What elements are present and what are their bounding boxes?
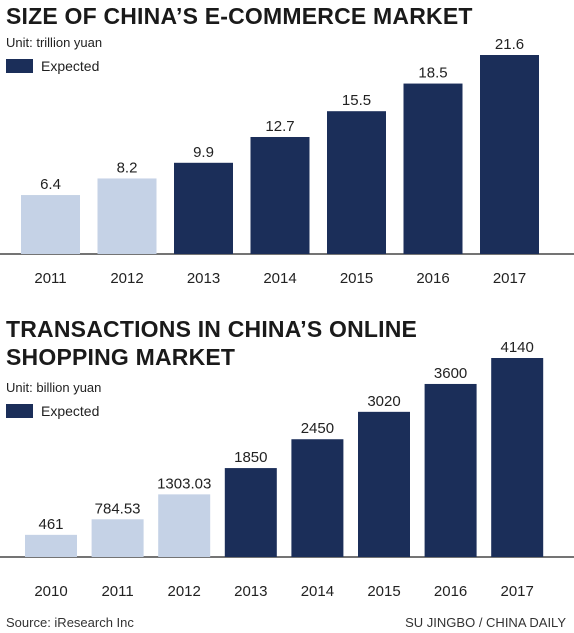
- chart2-x-tick-2016: 2016: [434, 583, 467, 600]
- chart2-x-tick-2011: 2011: [101, 583, 133, 600]
- chart1-bar-2013: [174, 162, 233, 254]
- chart1-x-tick-2016: 2016: [416, 270, 449, 287]
- chart1-bar-2016: [403, 83, 463, 255]
- chart2-title-line-1: TRANSACTIONS IN CHINA’S ONLINE: [6, 316, 418, 342]
- chart1-title: SIZE OF CHINA’S E-COMMERCE MARKET: [6, 3, 473, 29]
- chart2-value-label-2014: 2450: [301, 420, 334, 437]
- chart1-plot: 6.4 2011 8.2 2012 9.9 2013 12.7 2014 15.5 2015 18.…: [0, 36, 574, 287]
- chart1-bar-2014: [250, 136, 310, 254]
- chart1-value-label-2011: 6.4: [40, 176, 61, 193]
- chart1-x-tick-2017: 2017: [493, 270, 526, 287]
- chart2-legend: Expected: [6, 403, 99, 419]
- chart2-value-label-2012: 1303.03: [157, 475, 211, 492]
- chart1-value-label-2015: 15.5: [342, 92, 371, 109]
- chart1-x-tick-2014: 2014: [263, 270, 296, 287]
- chart2-value-label-2015: 3020: [367, 393, 400, 410]
- chart2-bar-2014: [291, 439, 344, 557]
- chart1-value-label-2016: 18.5: [418, 65, 447, 82]
- chart2-value-label-2013: 1850: [234, 449, 267, 466]
- chart2-bar-2012: [158, 494, 211, 557]
- chart2-bar-2010: [25, 534, 77, 557]
- credit-note: SU JINGBO / CHINA DAILY: [405, 615, 566, 630]
- chart2-bar-2016: [424, 383, 477, 557]
- chart2-bar-2011: [91, 519, 144, 557]
- chart2-value-label-2016: 3600: [434, 365, 467, 382]
- chart1-legend: Expected: [6, 58, 99, 74]
- chart1-bar-2011: [21, 195, 80, 254]
- chart2-title-line-2: SHOPPING MARKET: [6, 344, 236, 370]
- chart1-value-label-2017: 21.6: [495, 36, 524, 53]
- legend-expected-swatch: [6, 404, 33, 418]
- chart1-bar-2012: [97, 178, 157, 254]
- chart2-x-tick-2014: 2014: [301, 583, 334, 600]
- legend-expected-label: Expected: [41, 58, 100, 74]
- chart2-x-tick-2017: 2017: [501, 583, 534, 600]
- chart1-bar-2017: [480, 55, 539, 254]
- chart2-x-tick-2015: 2015: [367, 583, 400, 600]
- chart1-x-tick-2015: 2015: [340, 270, 373, 287]
- chart2-x-tick-2012: 2012: [168, 583, 201, 600]
- chart1-x-tick-2013: 2013: [187, 270, 220, 287]
- chart1-x-tick-2011: 2011: [34, 270, 66, 287]
- chart1-value-label-2014: 12.7: [265, 118, 294, 135]
- chart2-value-label-2011: 784.53: [95, 500, 141, 517]
- chart2-value-label-2017: 4140: [501, 339, 534, 356]
- chart1-unit: Unit: trillion yuan: [6, 35, 103, 50]
- chart1-value-label-2013: 9.9: [193, 144, 214, 161]
- legend-expected-label: Expected: [41, 403, 100, 419]
- chart1-value-label-2012: 8.2: [117, 159, 138, 176]
- chart2-x-tick-2010: 2010: [34, 583, 67, 600]
- chart2-bar-2017: [491, 358, 544, 557]
- chart2-bar-2015: [358, 411, 410, 557]
- chart2-unit: Unit: billion yuan: [6, 380, 102, 395]
- chart2-x-tick-2013: 2013: [234, 583, 267, 600]
- chart2-value-label-2010: 461: [38, 516, 63, 533]
- legend-expected-swatch: [6, 59, 33, 73]
- chart2-title: TRANSACTIONS IN CHINA’S ONLINE SHOPPING …: [6, 315, 417, 371]
- chart1-bar-2015: [327, 111, 386, 255]
- chart2-bar-2013: [224, 468, 277, 557]
- source-note: Source: iResearch Inc: [6, 615, 134, 630]
- chart1-x-tick-2012: 2012: [110, 270, 143, 287]
